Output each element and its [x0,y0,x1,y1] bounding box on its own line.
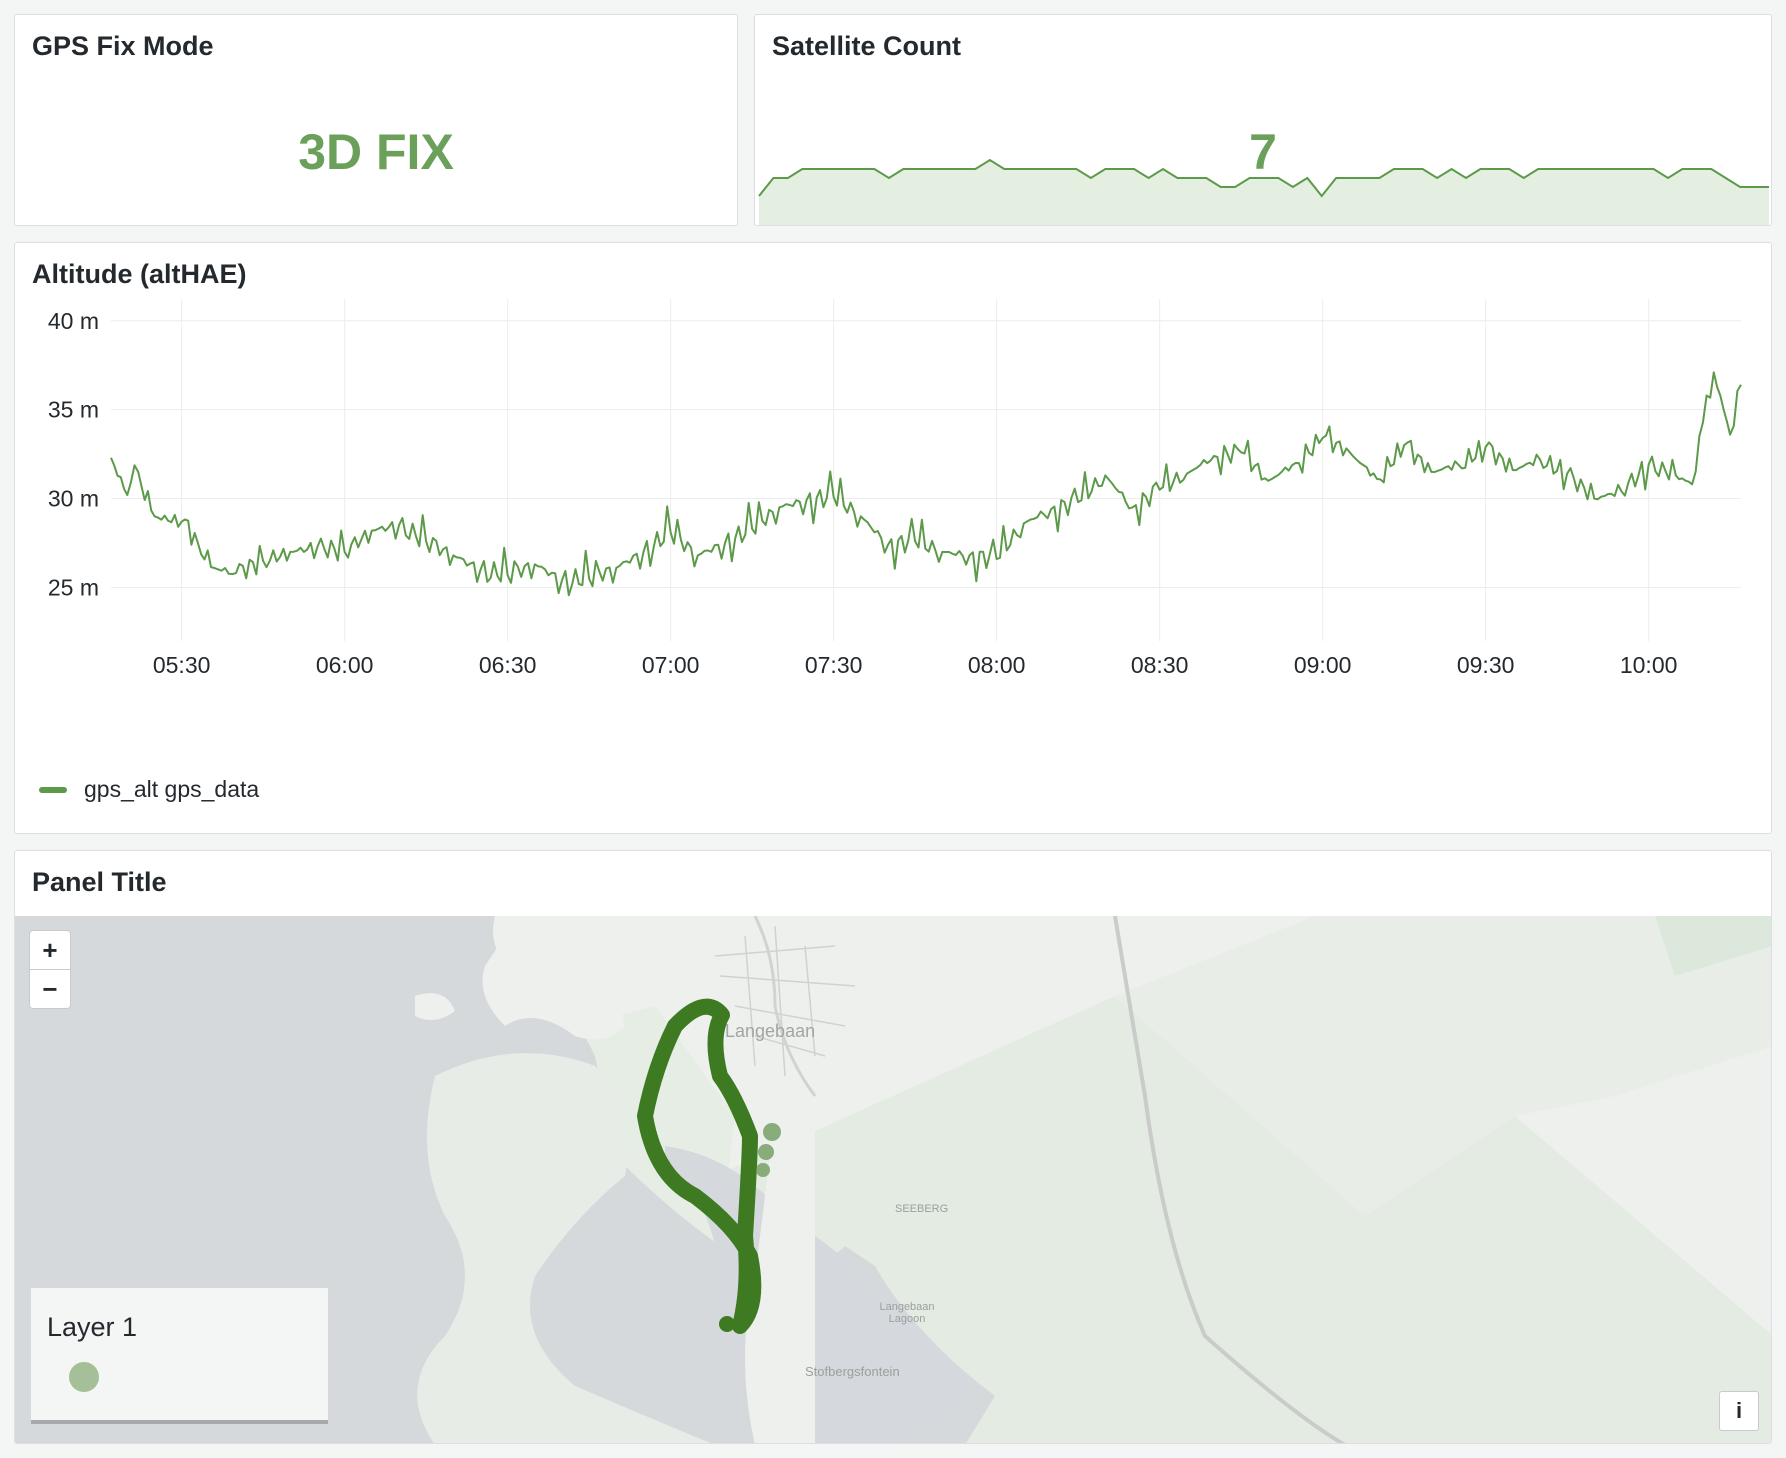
y-tick-label: 40 m [48,308,99,334]
x-tick-label: 10:00 [1620,652,1678,678]
altitude-chart: 25 m 30 m 35 m 40 m 05:30 06:00 06:30 07:00 07:3… [48,299,1742,678]
map-canvas[interactable]: Langebaan SEEBERG Langebaan Lagoon Stofb… [15,916,1771,1443]
x-tick-label: 08:30 [1131,652,1189,678]
map-label-stofbergsfontein: Stofbergsfontein [805,1364,900,1379]
legend-swatch [39,786,67,793]
y-tick-label: 30 m [48,486,99,512]
chart-legend[interactable]: gps_alt gps_data [39,776,259,803]
zoom-in-button[interactable]: + [42,934,58,965]
layer-color-dot [69,1362,99,1392]
x-tick-label: 09:30 [1457,652,1515,678]
satellite-sparkline [758,158,1769,225]
x-tick-label: 08:00 [968,652,1026,678]
x-tick-label: 07:30 [805,652,863,678]
zoom-control: + − [29,930,71,1009]
legend-label[interactable]: gps_alt gps_data [84,776,260,802]
map-label-seeberg: SEEBERG [895,1203,949,1215]
layer-name: Layer 1 [47,1312,138,1342]
gps-fix-panel: GPS Fix Mode 3D FIX [14,14,738,226]
fix-mode-value: 3D FIX [298,124,454,180]
satellite-count-value: 7 [1249,124,1277,180]
panel-title[interactable]: Satellite Count [772,31,962,61]
map-panel: Panel Title [14,850,1772,1444]
x-tick-label: 06:00 [316,652,374,678]
sparkline-area [759,160,1769,225]
info-button[interactable]: i [1719,1391,1759,1431]
map-label-lagoon: Langebaan Lagoon [879,1301,935,1325]
x-tick-label: 06:30 [479,652,537,678]
layer-legend: Layer 1 [31,1288,328,1424]
x-tick-label: 07:00 [642,652,700,678]
y-tick-label: 25 m [48,574,99,600]
sparkline-line [758,158,1769,198]
zoom-out-button[interactable]: − [30,969,70,1008]
altitude-panel: 25 m 30 m 35 m 40 m 05:30 06:00 06:30 07:00 07:3… [14,242,1772,834]
panel-title[interactable]: Panel Title [32,867,167,897]
y-tick-label: 35 m [48,397,99,423]
map-label-langebaan: Langebaan [725,1021,816,1041]
satellite-count-panel: Satellite Count 7 [754,14,1772,226]
altitude-series-line[interactable] [110,371,1742,597]
x-tick-label: 09:00 [1294,652,1352,678]
x-tick-label: 05:30 [153,652,211,678]
panel-title[interactable]: Altitude (altHAE) [32,259,247,289]
panel-title[interactable]: GPS Fix Mode [32,31,214,61]
